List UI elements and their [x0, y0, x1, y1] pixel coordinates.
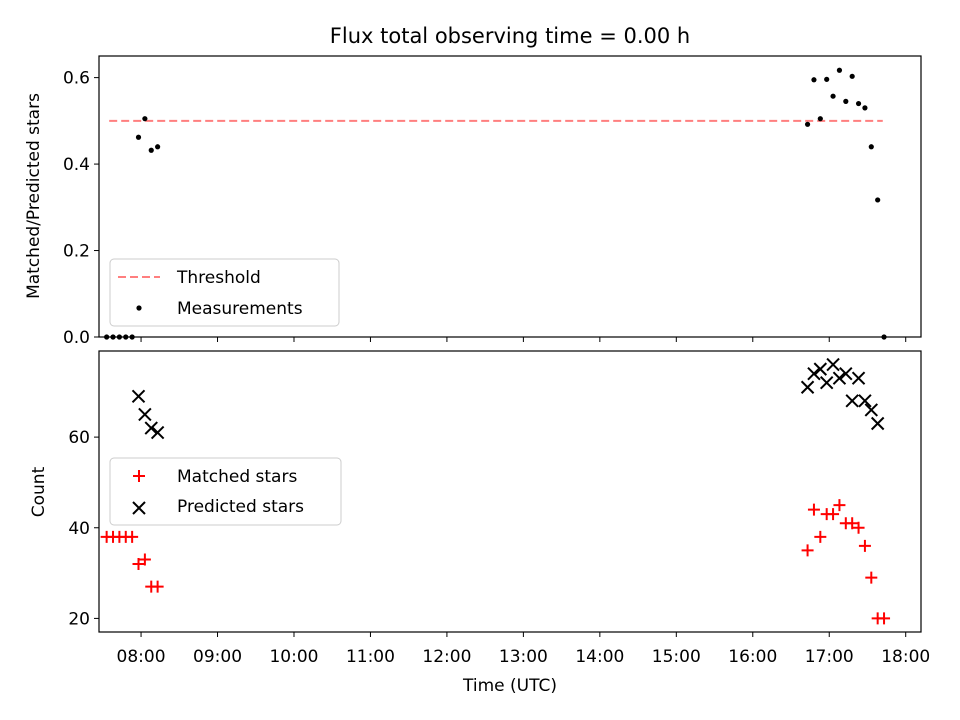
measurements-point	[804, 121, 811, 127]
x-tick-label: 17:00	[805, 647, 854, 667]
x-tick-label: 08:00	[117, 647, 166, 667]
y-tick-label: 0.4	[63, 155, 90, 175]
x-tick-label: 15:00	[652, 647, 701, 667]
x-tick-label: 14:00	[575, 647, 624, 667]
legend-predicted-label: Predicted stars	[177, 497, 304, 517]
matched-stars-point	[846, 517, 859, 530]
predicted-stars-point	[839, 366, 853, 381]
matched-stars-point	[878, 612, 891, 625]
measurements-point	[824, 76, 830, 82]
x-tick-label: 16:00	[728, 647, 777, 667]
predicted-stars-point	[826, 357, 840, 372]
y-tick-label: 0.6	[63, 69, 90, 89]
matched-stars-point	[801, 544, 814, 557]
predicted-stars-point	[813, 362, 828, 376]
predicted-stars-point	[864, 403, 879, 417]
bottom-panel: 08:00 09:00 10:00 11:00 12:00 13:00 14:00 15:00…	[29, 350, 930, 696]
predicted-stars-point	[870, 416, 885, 431]
measurements-point	[148, 147, 154, 153]
bottom-legend: Matched stars Predicted stars	[109, 457, 342, 526]
measurements-point	[811, 77, 817, 83]
measurements-point	[843, 98, 849, 104]
top-plot-area: 0.0 0.2 0.4 0.6	[63, 67, 907, 348]
x-tick-label: 18:00	[881, 647, 930, 667]
chart-title: Flux total observing time = 0.00 h	[330, 24, 690, 48]
measurements-point	[875, 197, 881, 203]
matched-stars-point	[833, 499, 846, 512]
measurements-point	[855, 100, 862, 107]
measurements-point	[142, 116, 148, 122]
matched-stars-point	[132, 558, 145, 571]
predicted-stars-point	[807, 366, 821, 381]
y-tick-label: 20	[68, 609, 90, 629]
measurements-point	[830, 93, 836, 99]
x-tick-label: 10:00	[269, 647, 318, 667]
bottom-plot-area: 08:00 09:00 10:00 11:00 12:00 13:00 14:00 15:00…	[68, 357, 930, 667]
matched-stars-point	[814, 530, 827, 543]
matched-stars-point	[807, 503, 820, 516]
x-tick-label: 11:00	[346, 647, 395, 667]
top-legend: Threshold Measurements	[109, 258, 340, 327]
predicted-stars-point	[832, 371, 847, 385]
measurements-point	[817, 116, 823, 122]
y-tick-label: 0.2	[63, 242, 90, 262]
predicted-stars-point	[800, 380, 815, 394]
matched-stars-point	[858, 539, 871, 552]
legend-measurements-swatch	[136, 305, 142, 311]
top-panel: 0.0 0.2 0.4 0.6 Matched/Predicted stars Thr…	[24, 55, 922, 348]
top-axes-frame	[98, 55, 922, 338]
bottom-legend-box	[109, 457, 342, 526]
x-tick-label: 09:00	[193, 647, 242, 667]
measurements-point	[836, 67, 843, 73]
matched-stars-point	[865, 571, 878, 584]
predicted-stars-point	[131, 389, 146, 404]
predicted-stars-point	[819, 376, 834, 390]
y-tick-label: 60	[68, 428, 90, 448]
x-axis-label: Time (UTC)	[462, 676, 557, 696]
legend-predicted-swatch	[132, 501, 146, 515]
predicted-stars-point	[858, 394, 872, 408]
measurements-point	[135, 134, 142, 140]
measurements-point	[155, 144, 161, 150]
matched-stars-point	[138, 553, 151, 566]
matched-stars-point	[852, 521, 865, 534]
measurements-point	[868, 144, 874, 150]
legend-threshold-label: Threshold	[176, 268, 261, 288]
predicted-stars-point	[851, 371, 866, 385]
predicted-stars-point	[144, 421, 158, 435]
legend-matched-swatch	[133, 470, 145, 482]
measurements-point	[849, 73, 855, 79]
top-y-axis-label: Matched/Predicted stars	[24, 93, 44, 299]
x-tick-label: 12:00	[422, 647, 471, 667]
matched-stars-point	[827, 508, 840, 521]
matched-stars-point	[151, 580, 164, 593]
predicted-stars-point	[150, 425, 165, 440]
legend-matched-label: Matched stars	[177, 467, 297, 487]
x-tick-label: 13:00	[499, 647, 548, 667]
top-legend-box	[109, 258, 340, 327]
measurements-point	[862, 105, 868, 111]
bottom-axes-frame	[98, 350, 922, 633]
y-tick-label: 40	[68, 519, 90, 539]
matched-stars-point	[126, 530, 139, 543]
predicted-stars-point	[138, 407, 152, 422]
legend-measurements-label: Measurements	[177, 299, 303, 319]
bottom-y-axis-label: Count	[29, 466, 49, 517]
predicted-stars-point	[845, 394, 859, 408]
y-tick-label: 0.0	[63, 328, 90, 348]
